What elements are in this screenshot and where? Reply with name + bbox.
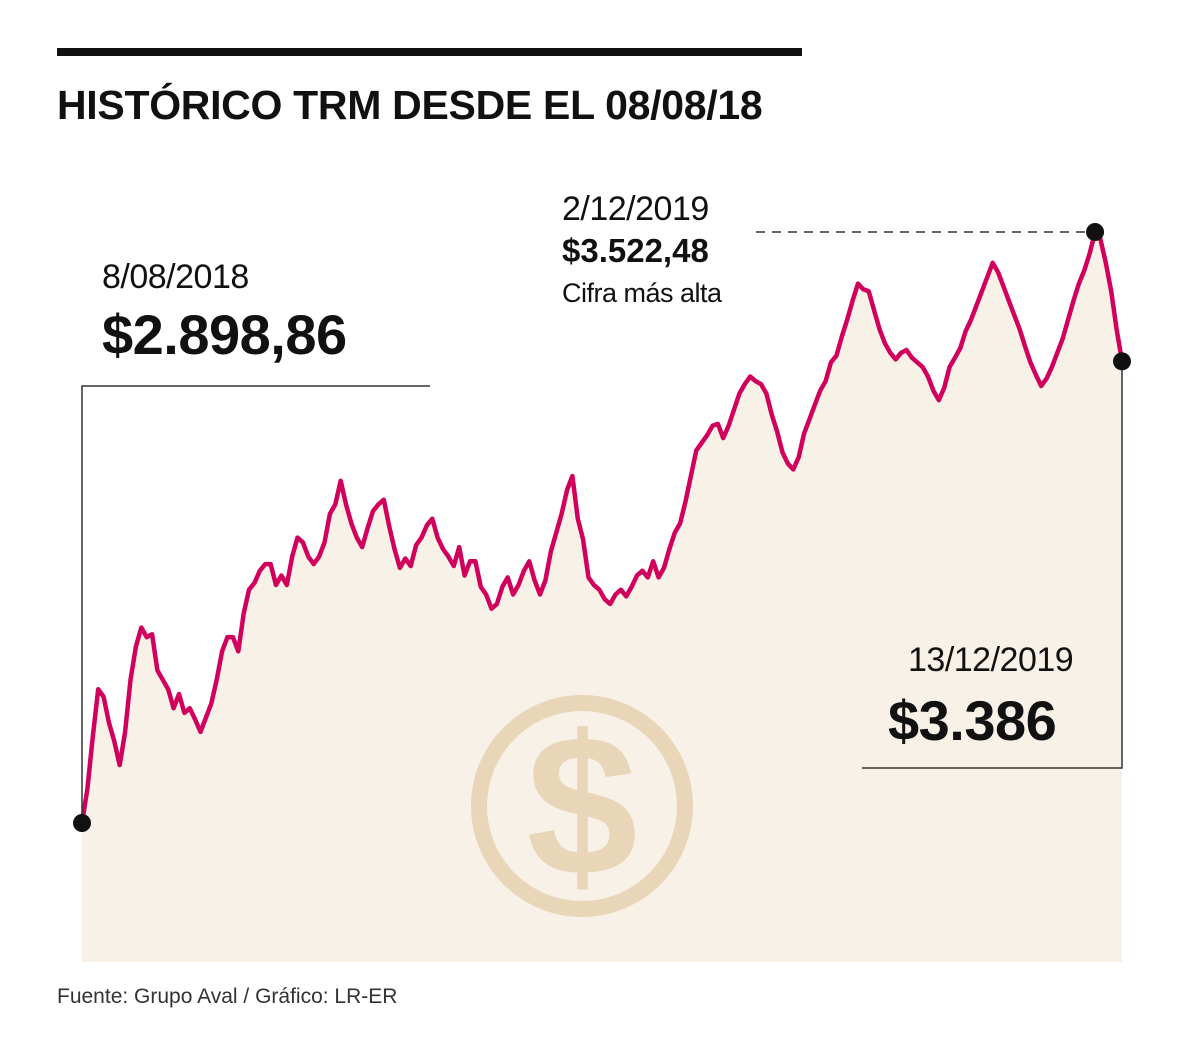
peak-note-label: Cifra más alta [562, 278, 722, 308]
start-value-label: $2.898,86 [102, 303, 347, 366]
peak-point-marker [1086, 223, 1105, 241]
coin-icon [471, 695, 693, 917]
series-line-trm [79, 229, 1125, 826]
peak-value-label: $3.522,48 [562, 232, 709, 269]
end-value-label: $3.386 [888, 689, 1057, 752]
chart-title: HISTÓRICO TRM DESDE EL 08/08/18 [57, 82, 763, 128]
end-point-marker [1113, 352, 1131, 371]
start-point-marker [73, 814, 91, 832]
start-date-label: 8/08/2018 [102, 258, 249, 296]
title-rule [57, 48, 802, 56]
end-date-label: 13/12/2019 [908, 641, 1074, 679]
peak-date-label: 2/12/2019 [562, 190, 709, 228]
start-leader-line [81, 385, 430, 823]
source-note: Fuente: Grupo Aval / Gráfico: LR-ER [57, 985, 398, 1008]
dollar-sign-icon: $ [526, 695, 637, 918]
end-leader-line [862, 361, 1123, 769]
